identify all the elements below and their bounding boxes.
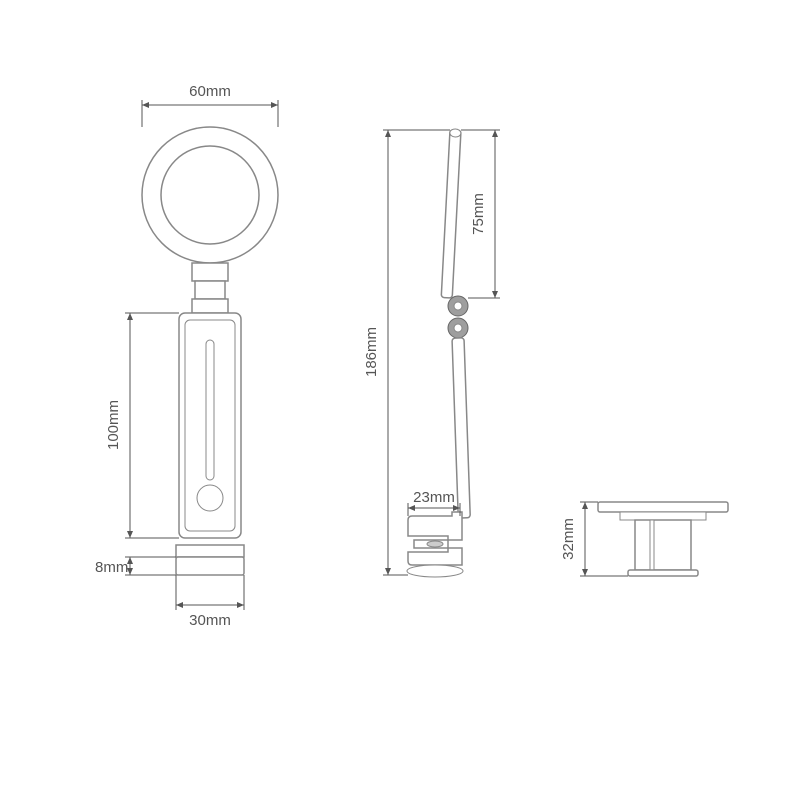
hinge-bottom: [192, 299, 228, 313]
dim-base-width: 30mm: [176, 575, 244, 629]
top-plate-under: [620, 512, 706, 520]
dim-clip-height: 32mm: [560, 502, 628, 576]
dim-clip-height-label: 32mm: [560, 518, 577, 560]
ring-inner: [161, 146, 259, 244]
dim-base-width-label: 30mm: [189, 612, 231, 629]
slider-track: [206, 340, 214, 480]
side-clip: [408, 512, 462, 565]
slider-knob: [197, 485, 223, 511]
dim-clip-depth-label: 23mm: [413, 489, 455, 506]
dimension-drawing: 60mm 100mm 8mm 30mm: [0, 0, 811, 811]
top-base: [628, 570, 698, 576]
side-upper-arm: [441, 130, 461, 298]
top-view: 32mm: [560, 502, 728, 576]
dim-base-height: 8mm: [95, 557, 176, 576]
front-view: 60mm 100mm 8mm 30mm: [95, 83, 278, 629]
top-bracket: [635, 520, 691, 570]
dim-body-height-label: 100mm: [105, 400, 122, 450]
dim-base-height-label: 8mm: [95, 559, 128, 576]
dim-ring-width: 60mm: [142, 83, 278, 127]
dim-body-height: 100mm: [105, 313, 179, 538]
side-view: 186mm 75mm 23mm: [363, 129, 500, 577]
dim-total-height-label: 186mm: [363, 327, 380, 377]
top-plate: [598, 502, 728, 512]
side-upper-tip: [450, 129, 461, 138]
base-plate: [176, 557, 244, 575]
dim-upper-segment-label: 75mm: [470, 193, 487, 235]
hinge-top: [192, 263, 228, 281]
hinge-mid: [195, 281, 225, 299]
base-gap: [176, 545, 244, 557]
dim-upper-segment: 75mm: [461, 130, 500, 298]
dim-ring-width-label: 60mm: [189, 83, 231, 100]
side-base-ellipse: [407, 565, 463, 577]
side-clip-pad: [427, 541, 443, 547]
